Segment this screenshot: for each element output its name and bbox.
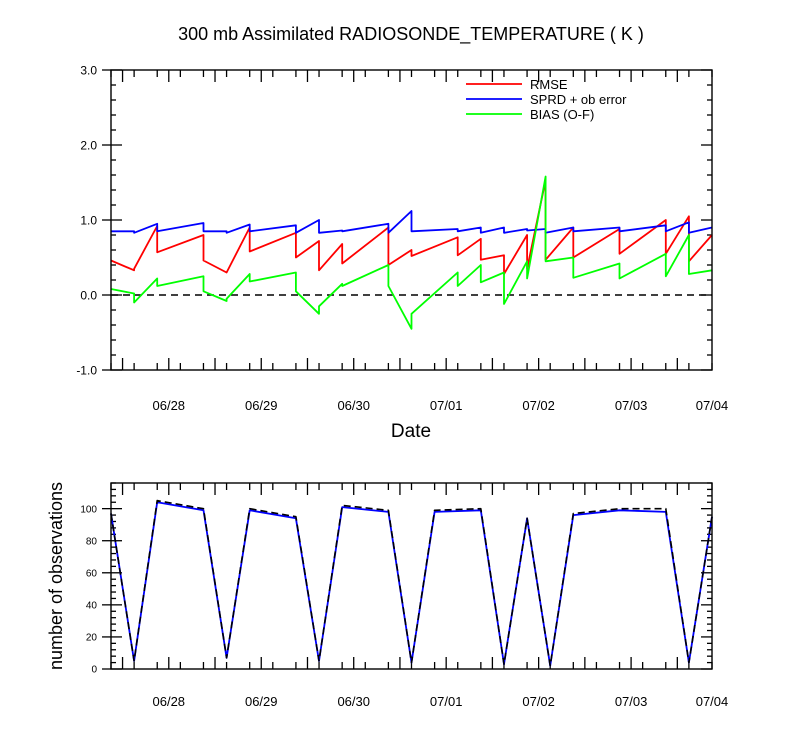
top-chart: 300 mb Assimilated RADIOSONDE_TEMPERATUR… (76, 24, 728, 442)
x-tick-label: 07/03 (615, 694, 648, 709)
y-tick-label: 3.0 (80, 63, 97, 77)
x-tick-label: 06/29 (245, 398, 278, 413)
top-plot-frame (110, 69, 713, 371)
top-plot-area: -1.0 0.0 1.0 2.0 3.0 06/28 06/29 06/30 07/01 07/0… (76, 63, 728, 413)
x-tick-label: 07/04 (696, 398, 729, 413)
legend-label: SPRD + ob error (530, 92, 627, 107)
x-tick-label: 06/28 (153, 398, 186, 413)
x-tick-label: 07/01 (430, 398, 463, 413)
y-tick-label: 100 (80, 504, 97, 515)
x-tick-label: 07/02 (522, 694, 555, 709)
series-line-bias-o-f (110, 175, 713, 330)
y-tick-label: 0 (91, 665, 97, 676)
bottom-plot-frame (110, 482, 713, 670)
y-tick-label: 80 (86, 536, 98, 547)
bottom-plot-area: 0 20 40 60 80 100 06/28 06/29 06/30 07/01 07/02 07/… (80, 482, 729, 709)
y-tick-label: 60 (86, 568, 98, 579)
y-tick-label: 20 (86, 633, 98, 644)
bottom-chart: 0 20 40 60 80 100 06/28 06/29 06/30 07/01 07/02 07/… (46, 482, 728, 709)
series-line-sprd-ob-error (111, 210, 713, 234)
x-tick-label: 07/04 (696, 694, 729, 709)
y-tick-label: -1.0 (76, 363, 97, 377)
legend-label: RMSE (530, 77, 568, 92)
series-line-rmse (110, 179, 713, 275)
legend-label: BIAS (O-F) (530, 107, 594, 122)
y-tick-label: 1.0 (80, 213, 97, 227)
x-tick-label: 07/01 (430, 694, 463, 709)
x-tick-label: 07/02 (522, 398, 555, 413)
y-tick-label: 2.0 (80, 138, 97, 152)
x-tick-label: 06/28 (153, 694, 186, 709)
x-tick-label: 06/29 (245, 694, 278, 709)
chart-title: 300 mb Assimilated RADIOSONDE_TEMPERATUR… (178, 24, 644, 45)
x-tick-label: 07/03 (615, 398, 648, 413)
series-line-possible (110, 499, 713, 667)
x-tick-label: 06/30 (337, 694, 370, 709)
x-tick-label: 06/30 (337, 398, 370, 413)
y-tick-label: 40 (86, 600, 98, 611)
y-tick-label: 0.0 (80, 288, 97, 302)
series-line-used (110, 501, 713, 667)
bottom-y-axis-label: number of observations (46, 482, 66, 670)
top-x-axis-label: Date (391, 421, 431, 442)
